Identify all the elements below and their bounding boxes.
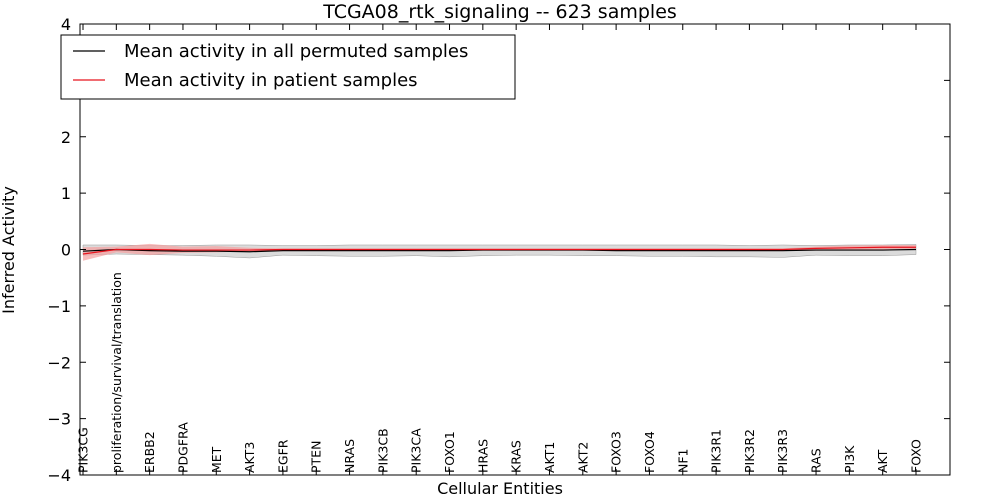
x-axis: PIK3CG proliferation/survival/translation…	[76, 24, 924, 475]
y-axis-label: Inferred Activity	[0, 186, 18, 314]
x-tick-label: PDGFRA	[175, 422, 190, 473]
x-tick-label: AKT1	[542, 442, 557, 473]
y-tick-label: 2	[61, 128, 71, 147]
x-tick-label: AKT3	[242, 442, 257, 473]
band-permuted	[82, 244, 917, 259]
y-tick-label: −1	[47, 297, 71, 316]
x-tick-label: PTEN	[309, 441, 324, 473]
x-tick-label: KRAS	[509, 440, 524, 473]
x-tick-label: PIK3CB	[375, 428, 390, 473]
legend-label: Mean activity in all permuted samples	[124, 41, 468, 62]
x-tick-label: ERBB2	[142, 431, 157, 473]
y-tick-label: 1	[61, 184, 71, 203]
x-tick-label: EGFR	[275, 439, 290, 473]
x-tick-label: RAS	[809, 448, 824, 473]
lines-layer	[82, 246, 917, 255]
y-tick-label: 0	[61, 241, 71, 260]
x-tick-label: MET	[209, 446, 224, 473]
band-patient	[83, 243, 916, 261]
x-tick-label: FOXO1	[442, 431, 457, 473]
x-tick-label: AKT	[875, 449, 890, 473]
x-tick-label: proliferation/survival/translation	[109, 272, 124, 473]
y-tick-label: 4	[61, 15, 71, 34]
legend-box	[60, 34, 516, 100]
x-tick-label: PIK3CA	[409, 428, 424, 473]
x-tick-label: PI3K	[842, 445, 857, 473]
y-tick-label: −3	[47, 410, 71, 429]
legend: Mean activity in all permuted samples Mea…	[60, 34, 516, 100]
x-tick-label: FOXO4	[642, 431, 657, 473]
x-tick-label: PIK3R2	[742, 429, 757, 473]
series-line-patient	[82, 246, 916, 255]
x-tick-label: AKT2	[575, 442, 590, 473]
x-tick-label: NF1	[675, 449, 690, 474]
x-tick-label: PIK3R1	[709, 429, 724, 473]
x-tick-label: PIK3CG	[76, 427, 91, 473]
x-tick-label: FOXO	[909, 439, 924, 473]
x-tick-label: HRAS	[475, 439, 490, 473]
x-tick-label: FOXO3	[609, 431, 624, 473]
x-axis-label: Cellular Entities	[437, 479, 563, 498]
bands-layer	[82, 243, 917, 261]
chart-title: TCGA08_rtk_signaling -- 623 samples	[322, 1, 677, 23]
x-tick-label: NRAS	[342, 439, 357, 473]
legend-label: Mean activity in patient samples	[124, 70, 418, 91]
x-tick-label: PIK3R3	[775, 429, 790, 473]
y-tick-label: −4	[47, 466, 71, 485]
y-tick-label: −2	[47, 353, 71, 372]
